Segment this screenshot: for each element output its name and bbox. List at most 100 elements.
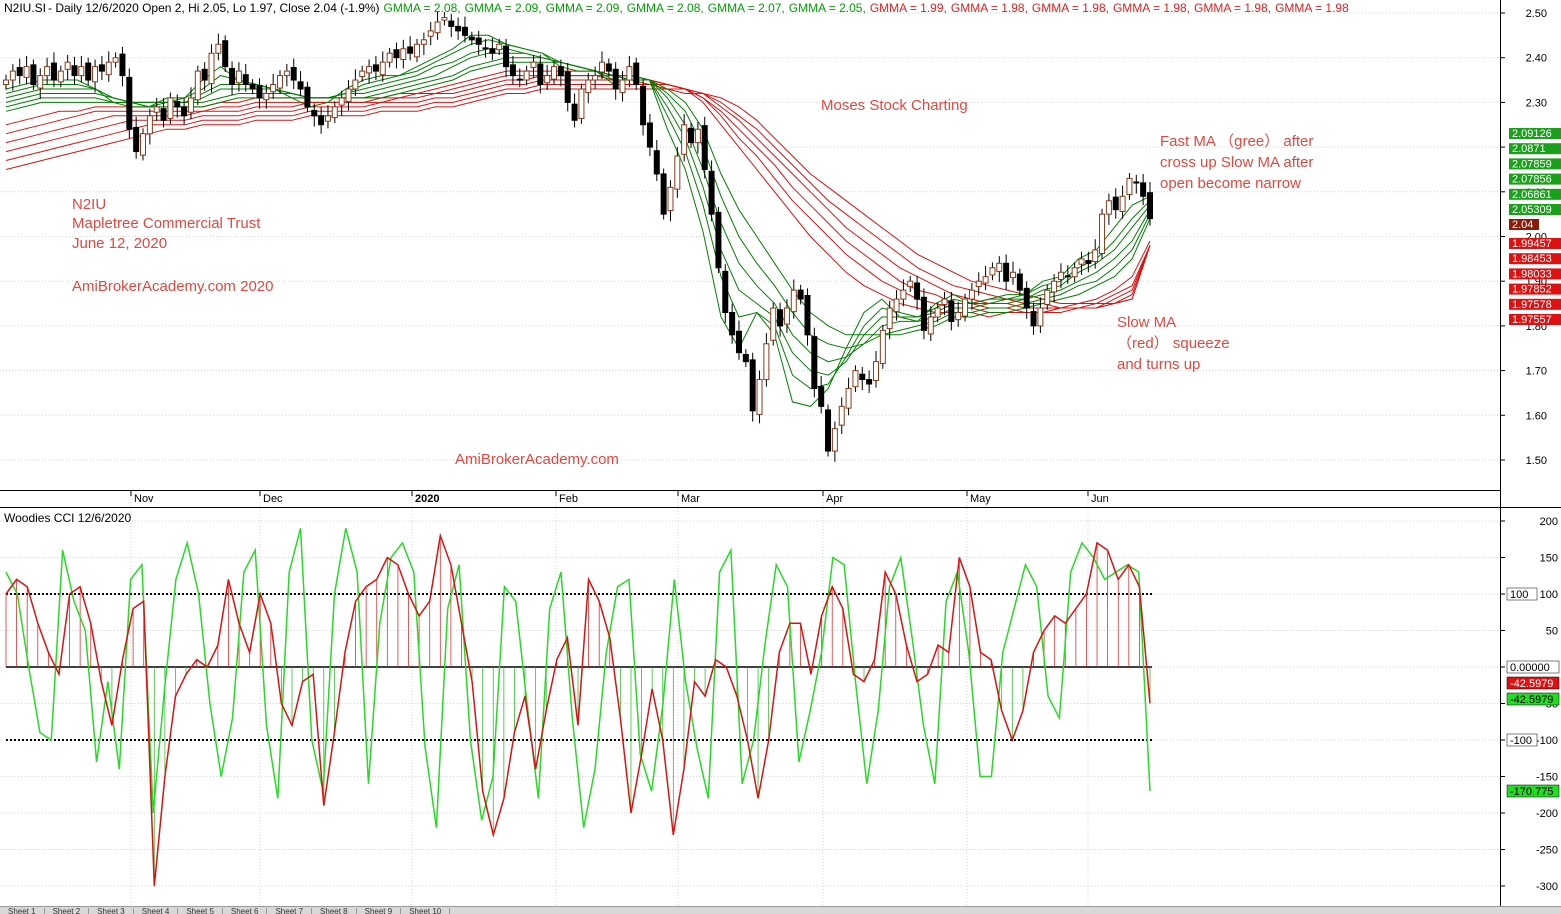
price-tick-label: 2.50 <box>1526 8 1547 20</box>
slow-ma-tag: 1.98033 <box>1512 268 1552 280</box>
cci-lines[interactable] <box>5 528 1151 887</box>
candle-up <box>496 43 503 51</box>
candle-down <box>742 354 749 363</box>
candle-up <box>770 307 777 341</box>
candle-down <box>509 64 516 77</box>
candle-down <box>468 36 475 41</box>
sheet-tab[interactable]: Sheet 1 <box>0 908 45 914</box>
cci-tick-label: -250 <box>1536 845 1558 857</box>
candle-down <box>297 81 304 90</box>
candle-up <box>551 66 558 80</box>
sheet-tab[interactable]: Sheet 2 <box>45 908 90 914</box>
candle-up <box>194 70 201 101</box>
candle-up <box>331 106 338 119</box>
gmma-value: GMMA = 1.98, <box>1113 1 1190 15</box>
candle-down <box>722 270 729 313</box>
cci-level-tag-bg <box>1506 660 1560 674</box>
gmma-value: GMMA = 1.98, <box>951 1 1028 15</box>
candle-up <box>359 70 366 77</box>
sheet-tab[interactable]: Sheet 6 <box>223 908 268 914</box>
candle-up <box>941 298 948 305</box>
candle-up <box>872 361 879 381</box>
candle-up <box>968 289 975 300</box>
candle-up <box>578 88 585 119</box>
candle-up <box>434 21 441 34</box>
candle-up <box>879 329 886 364</box>
slow-ma-tag: 1.99457 <box>1512 238 1552 250</box>
gmma-value: GMMA = 1.98, <box>1032 1 1109 15</box>
candle-up <box>783 307 790 325</box>
cci-level-tag: 0.00000 <box>1510 662 1550 674</box>
candle-up <box>167 97 174 119</box>
sheet-tab[interactable]: Sheet 10 <box>401 908 451 914</box>
annotations: N2IU Mapletree Commercial Trust June 12,… <box>72 97 1313 468</box>
candle-up <box>852 370 859 388</box>
slow-ma-tag-bg <box>1509 314 1561 325</box>
cci-fast-line <box>5 528 1151 828</box>
fast-ma-tag: 2.05309 <box>1512 204 1552 216</box>
sheet-tab[interactable]: Sheet 3 <box>89 908 134 914</box>
candle-up <box>64 61 71 70</box>
candle-down <box>797 289 804 300</box>
candle-down <box>660 173 667 215</box>
fast-ma-tag-bg <box>1509 188 1561 200</box>
sheet-tab[interactable]: Sheet 9 <box>357 908 402 914</box>
candle-down <box>475 37 482 45</box>
candle-up <box>996 262 1003 272</box>
candle-down <box>455 25 462 32</box>
candle-down <box>229 67 236 86</box>
candle-up <box>92 66 99 83</box>
slow-ma-tag: 1.97852 <box>1512 284 1552 296</box>
candle-down <box>653 150 660 175</box>
candle-up <box>386 52 393 63</box>
candle-up <box>907 280 914 288</box>
cci-level-tag: -100 <box>1510 735 1532 747</box>
candle-up <box>324 115 331 122</box>
candle-up <box>1009 271 1016 279</box>
sheet-tabs[interactable]: Sheet 1 Sheet 2 Sheet 3 Sheet 4 Sheet 5 Sheet… <box>0 906 1561 914</box>
price-tick-label: 2.30 <box>1526 97 1547 109</box>
cci-grid <box>0 520 1500 887</box>
cci-tick-label: 50 <box>1546 626 1558 638</box>
candle-up <box>441 16 448 21</box>
candle-down <box>318 115 325 126</box>
cci-last-tag-bg <box>1506 692 1560 706</box>
candle-up <box>37 75 44 89</box>
candle-up <box>23 66 30 78</box>
candle-up <box>838 405 845 426</box>
candle-down <box>222 40 229 68</box>
candle-down <box>646 122 653 148</box>
fast-ma-tag: 2.06861 <box>1512 189 1552 201</box>
candle-down <box>126 76 133 130</box>
price-pane[interactable] <box>0 0 1500 490</box>
candle-up <box>845 387 852 409</box>
candle-up <box>626 66 633 81</box>
candle-up <box>790 289 797 313</box>
sheet-tab[interactable]: Sheet 5 <box>178 908 223 914</box>
candlesticks[interactable] <box>3 11 1153 462</box>
slow-ma-tag-bg <box>1509 253 1561 265</box>
candle-down <box>1003 262 1010 282</box>
candle-down <box>605 63 612 72</box>
candle-down <box>735 330 742 354</box>
sheet-tab[interactable]: Sheet 8 <box>312 908 357 914</box>
sheet-tab[interactable]: Sheet 4 <box>134 908 179 914</box>
slow-ma-tag: 1.97557 <box>1512 314 1552 326</box>
slow-ma-line <box>5 84 1151 309</box>
annotation-site: AmiBrokerAcademy.com 2020 <box>72 278 273 295</box>
candle-down <box>249 84 256 90</box>
cci-tick-label: -100 <box>1536 735 1558 747</box>
candle-up <box>153 106 160 113</box>
candle-up <box>1037 307 1044 327</box>
candle-up <box>187 97 194 113</box>
price-grid <box>0 12 1500 461</box>
sheet-tab[interactable]: Sheet 7 <box>267 908 313 914</box>
candle-down <box>98 64 105 72</box>
month-label: Dec <box>263 493 283 505</box>
candle-up <box>277 75 284 89</box>
candle-down <box>85 62 92 81</box>
candle-up <box>379 61 386 76</box>
month-label: Mar <box>681 493 700 505</box>
gmma-value: GMMA = 1.98 <box>1275 1 1349 15</box>
